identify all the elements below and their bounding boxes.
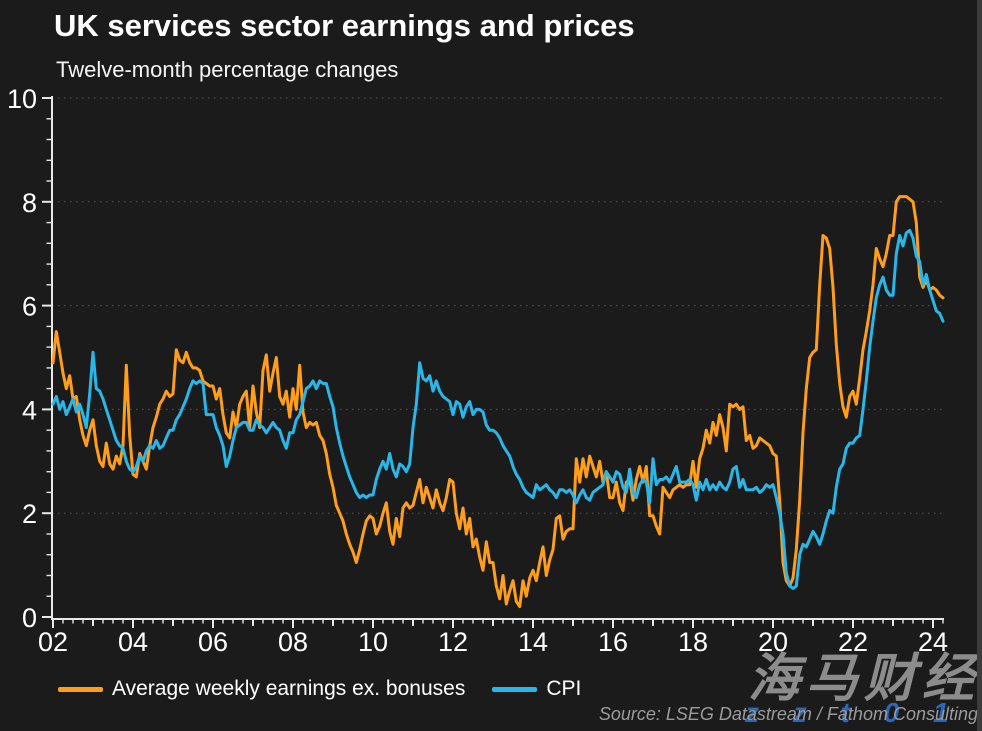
chart-subtitle: Twelve-month percentage changes [56,57,399,82]
y-tick-label: 4 [22,395,37,425]
x-tick-label: 10 [358,627,388,657]
x-tick-label: 16 [598,627,628,657]
x-tick-label: 04 [118,627,148,657]
chart-title: UK services sector earnings and prices [54,8,635,43]
x-tick-label: 20 [758,627,788,657]
x-tick-label: 08 [278,627,308,657]
legend-label-earnings: Average weekly earnings ex. bonuses [112,677,466,700]
legend-label-cpi: CPI [546,677,582,700]
x-tick-label: 12 [438,627,468,657]
x-tick-label: 18 [678,627,708,657]
gridlines [52,97,944,514]
x-tick-label: 24 [918,627,948,657]
watermark-chinese: 海马财经 [747,650,980,708]
legend-swatch-cpi [492,686,538,692]
watermark-site: z z t 0 1 . c n [745,697,982,728]
y-tick-label: 2 [22,499,37,529]
y-tick-label: 6 [22,292,37,322]
legend: Average weekly earnings ex. bonuses CPI [58,676,581,702]
y-tick-label: 8 [22,188,37,218]
x-tick-label: 06 [198,627,228,657]
source-attribution: Source: LSEG Datastream / Fathom Consult… [598,704,978,724]
series-line-cpi [51,228,945,590]
x-tick-label: 14 [518,627,548,657]
data-series [51,195,945,609]
legend-swatch-earnings [58,686,103,692]
series-line-earnings [51,195,945,609]
y-tick-label: 0 [22,603,37,633]
window-right-edge [977,0,982,731]
x-tick-label: 22 [838,627,868,657]
axis-ticks [42,97,944,628]
x-tick-label: 02 [38,627,68,657]
y-tick-label: 10 [7,84,37,114]
